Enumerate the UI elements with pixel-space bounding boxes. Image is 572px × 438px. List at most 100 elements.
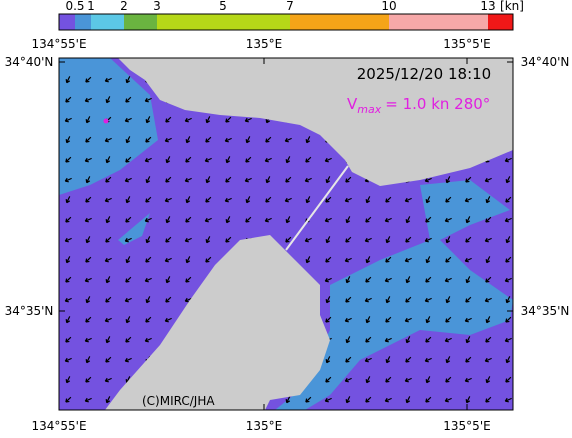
current-arrow (384, 277, 392, 283)
current-arrow (424, 297, 432, 303)
current-arrow (384, 217, 392, 223)
current-arrow (65, 76, 71, 84)
right-label: 34°40'N (521, 55, 570, 69)
current-arrow (64, 357, 72, 363)
current-arrow (504, 397, 512, 403)
current-arrow (264, 217, 272, 223)
current-arrow (305, 196, 311, 204)
current-arrow (65, 316, 71, 324)
current-arrow (84, 157, 92, 163)
current-arrow (465, 336, 471, 344)
current-arrow (125, 196, 131, 204)
current-arrow (464, 377, 472, 383)
current-arrow (445, 296, 451, 304)
colorbar-segment (59, 14, 75, 30)
current-arrow (505, 196, 512, 203)
current-arrow (165, 176, 172, 183)
vmax-text: = 1.0 kn 280° (385, 95, 490, 113)
current-arrow (365, 336, 372, 343)
current-arrow (345, 216, 351, 224)
current-arrow (185, 256, 191, 264)
current-arrow (205, 176, 211, 184)
current-arrow (365, 216, 372, 223)
current-arrow (245, 216, 252, 223)
current-arrow (85, 136, 92, 143)
current-arrow (465, 296, 472, 303)
bottom-label: 135°5'E (443, 419, 490, 433)
current-arrow (65, 156, 72, 163)
current-arrow (424, 237, 432, 243)
current-arrow (344, 197, 352, 203)
current-arrow (65, 136, 71, 144)
current-arrow (84, 217, 92, 223)
current-arrow (145, 136, 152, 143)
current-arrow (185, 216, 192, 223)
current-arrow (264, 157, 272, 163)
current-arrow (125, 336, 132, 343)
current-arrow (484, 177, 492, 183)
current-arrow (85, 356, 91, 364)
current-arrow (124, 177, 132, 183)
current-arrow (365, 196, 371, 204)
current-arrow (465, 276, 471, 284)
current-arrow (65, 216, 72, 223)
left-label: 34°40'N (5, 55, 54, 69)
current-arrow (265, 136, 272, 143)
current-arrow (325, 356, 331, 364)
current-arrow (405, 236, 412, 243)
colorbar-segment (488, 14, 513, 30)
current-arrow (125, 316, 131, 324)
current-arrow (444, 277, 452, 283)
map-frame (58, 57, 514, 411)
current-arrow (485, 396, 492, 403)
current-arrow (144, 277, 152, 283)
current-arrow (65, 96, 72, 103)
current-arrow (364, 297, 372, 303)
current-arrow (145, 176, 151, 184)
current-arrow (145, 256, 152, 263)
current-arrow (425, 376, 431, 384)
current-arrow (325, 256, 332, 263)
colorbar-segment (290, 14, 389, 30)
current-arrow (445, 236, 451, 244)
current-arrow (204, 157, 212, 163)
vmax-subscript: max (357, 103, 381, 116)
current-arrow (104, 77, 112, 83)
current-arrow (205, 136, 212, 143)
current-arrow (365, 256, 371, 264)
current-arrow (345, 396, 351, 404)
current-arrow (445, 376, 452, 383)
current-arrow (485, 376, 491, 384)
current-arrow (205, 256, 212, 263)
current-arrow (465, 216, 471, 224)
current-arrow (305, 256, 311, 264)
current-arrow (84, 337, 92, 343)
current-arrow (365, 396, 372, 403)
current-arrow (225, 176, 232, 183)
current-arrow (144, 157, 152, 163)
current-arrow (105, 276, 111, 284)
current-arrow (445, 176, 451, 184)
current-arrow (65, 396, 72, 403)
top-label: 135°E (246, 37, 283, 51)
top-label: 134°55'E (31, 37, 86, 51)
credit: (C)MIRC/JHA (142, 394, 215, 408)
current-arrow (285, 156, 291, 164)
current-arrow (144, 97, 152, 103)
bridge (285, 165, 349, 251)
current-arrow (445, 316, 452, 323)
current-arrow (184, 117, 192, 123)
current-arrow (404, 377, 412, 383)
current-arrow (325, 316, 332, 323)
current-arrow (104, 137, 112, 143)
current-arrow (485, 256, 491, 264)
current-arrow (464, 197, 472, 203)
current-arrow (164, 257, 172, 263)
current-arrow (105, 296, 112, 303)
timestamp: 2025/12/20 18:10 (357, 65, 491, 83)
vmax: Vmax = 1.0 kn 280° (347, 95, 490, 116)
colorbar-tick-label: 10 (381, 0, 396, 13)
current-arrow (185, 276, 192, 283)
land (105, 235, 330, 410)
current-arrow (325, 196, 332, 203)
